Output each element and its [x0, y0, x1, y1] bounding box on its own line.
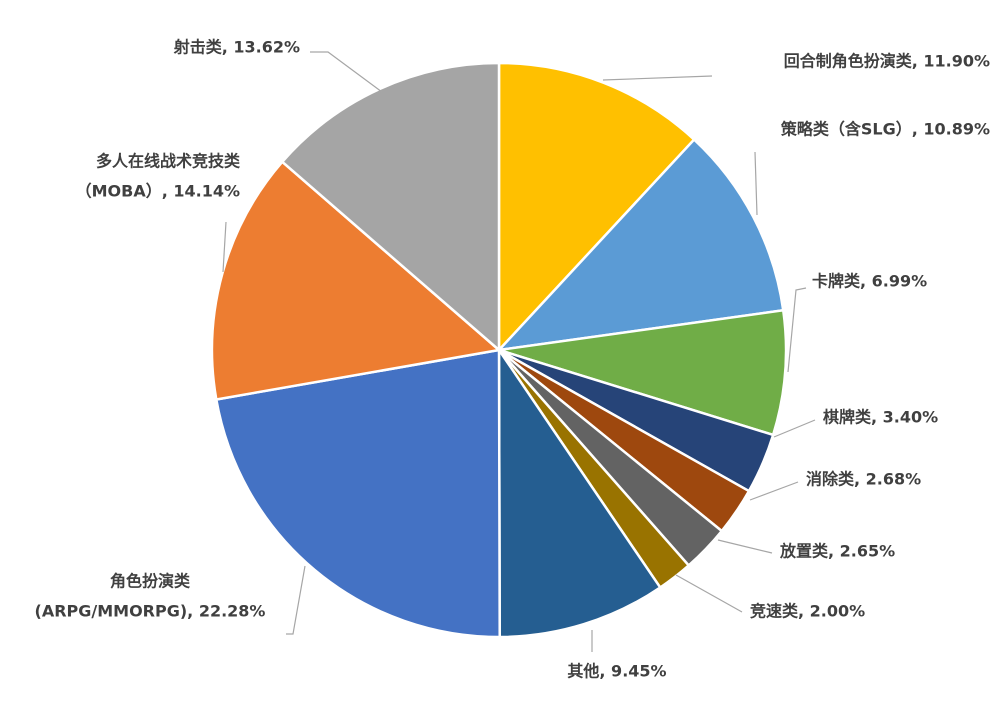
pie-slice: [495, 137, 785, 352]
data-label: 射击类, 13.62%: [173, 38, 300, 57]
pie-slice: [498, 308, 788, 437]
leader-line: [749, 481, 799, 501]
data-label: 消除类, 2.68%: [806, 470, 921, 489]
leader-line: [754, 151, 758, 216]
data-label: 回合制角色扮演类, 11.90%: [784, 52, 990, 71]
pie-slice: [497, 345, 662, 639]
leader-line: [602, 75, 713, 81]
data-label: 放置类, 2.65%: [779, 542, 895, 561]
data-label: 卡牌类, 6.99%: [812, 272, 927, 291]
leader-line: [773, 419, 816, 438]
leader-line: [310, 51, 383, 93]
leader-line: [286, 565, 306, 635]
leader-line: [717, 539, 773, 554]
data-label: (ARPG/MMORPG), 22.28%: [35, 602, 266, 621]
pie-slice: [280, 61, 501, 353]
pie-slice: [210, 160, 502, 401]
data-label: 其他, 9.45%: [567, 662, 666, 681]
leader-line: [222, 221, 227, 273]
data-label: 策略类（含SLG）, 10.89%: [780, 120, 990, 139]
leader-line: [787, 287, 807, 373]
leader-line: [675, 574, 743, 613]
pie-slice: [497, 61, 696, 354]
pie-slice: [214, 348, 501, 639]
data-label: （MOBA）, 14.14%: [76, 182, 240, 201]
data-label: 多人在线战术竞技类: [96, 152, 241, 171]
data-label: 棋牌类, 3.40%: [823, 408, 938, 427]
data-label: 角色扮演类: [110, 572, 191, 591]
data-label: 竞速类, 2.00%: [750, 602, 865, 621]
